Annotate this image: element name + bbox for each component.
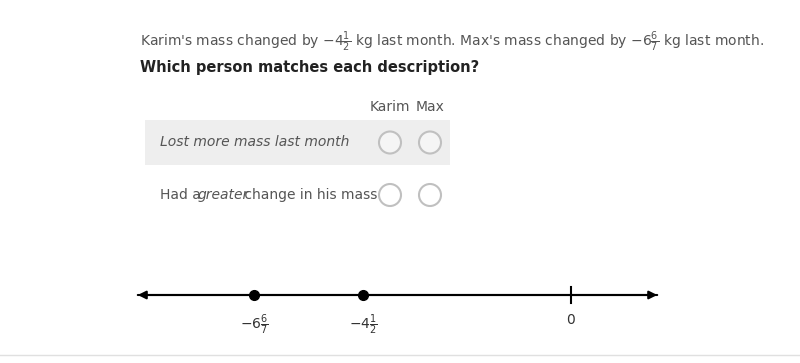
Ellipse shape	[379, 184, 401, 206]
Text: Which person matches each description?: Which person matches each description?	[140, 60, 479, 75]
Ellipse shape	[419, 131, 441, 154]
Text: $0$: $0$	[566, 313, 576, 327]
Text: Karim: Karim	[370, 100, 410, 114]
Text: Lost more mass last month: Lost more mass last month	[160, 135, 350, 150]
Text: change in his mass: change in his mass	[240, 188, 378, 202]
Text: $-4\frac{1}{2}$: $-4\frac{1}{2}$	[349, 313, 377, 337]
Text: Karim's mass changed by $-4\frac{1}{2}$ kg last month. Max's mass changed by $-6: Karim's mass changed by $-4\frac{1}{2}$ …	[140, 30, 764, 54]
Text: $-6\frac{6}{7}$: $-6\frac{6}{7}$	[240, 313, 268, 337]
Bar	[145, 120, 450, 165]
Text: Max: Max	[415, 100, 445, 114]
Text: Had a: Had a	[160, 188, 206, 202]
Text: greater: greater	[198, 188, 250, 202]
Ellipse shape	[419, 184, 441, 206]
Ellipse shape	[379, 131, 401, 154]
